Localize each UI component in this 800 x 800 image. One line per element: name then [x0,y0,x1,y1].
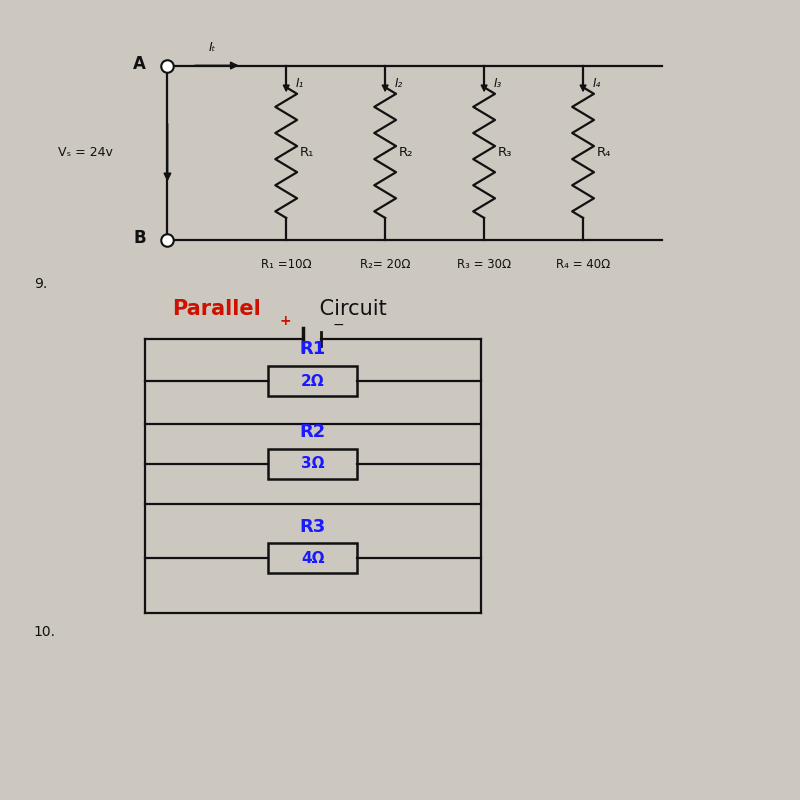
Text: Parallel: Parallel [172,299,261,319]
Text: Vₛ = 24v: Vₛ = 24v [58,146,113,159]
Text: 4Ω: 4Ω [301,551,325,566]
Text: 10.: 10. [34,625,56,638]
Text: −: − [333,318,344,332]
Text: A: A [133,54,146,73]
Text: R₁: R₁ [300,146,314,159]
Text: R₁ =10Ω: R₁ =10Ω [261,258,311,270]
Bar [268,543,358,573]
Text: B: B [133,229,146,246]
Text: R2: R2 [300,423,326,441]
Text: R3: R3 [300,518,326,535]
Text: I₂: I₂ [395,77,403,90]
Text: R₂: R₂ [399,146,414,159]
Text: R₄: R₄ [597,146,611,159]
Text: R₃: R₃ [498,146,512,159]
Text: I₄: I₄ [593,77,602,90]
Text: +: + [279,314,291,328]
Bar [268,449,358,478]
Text: Circuit: Circuit [313,299,386,319]
Text: 2Ω: 2Ω [301,374,325,389]
Text: R₂= 20Ω: R₂= 20Ω [360,258,410,270]
Text: 3Ω: 3Ω [301,456,325,471]
Text: I₁: I₁ [296,77,304,90]
Text: I₃: I₃ [494,77,502,90]
Text: R₄ = 40Ω: R₄ = 40Ω [556,258,610,270]
Text: Iₜ: Iₜ [208,41,216,54]
Bar [268,366,358,396]
Text: R₃ = 30Ω: R₃ = 30Ω [457,258,511,270]
Text: 9.: 9. [34,278,47,291]
Text: R1: R1 [300,341,326,358]
